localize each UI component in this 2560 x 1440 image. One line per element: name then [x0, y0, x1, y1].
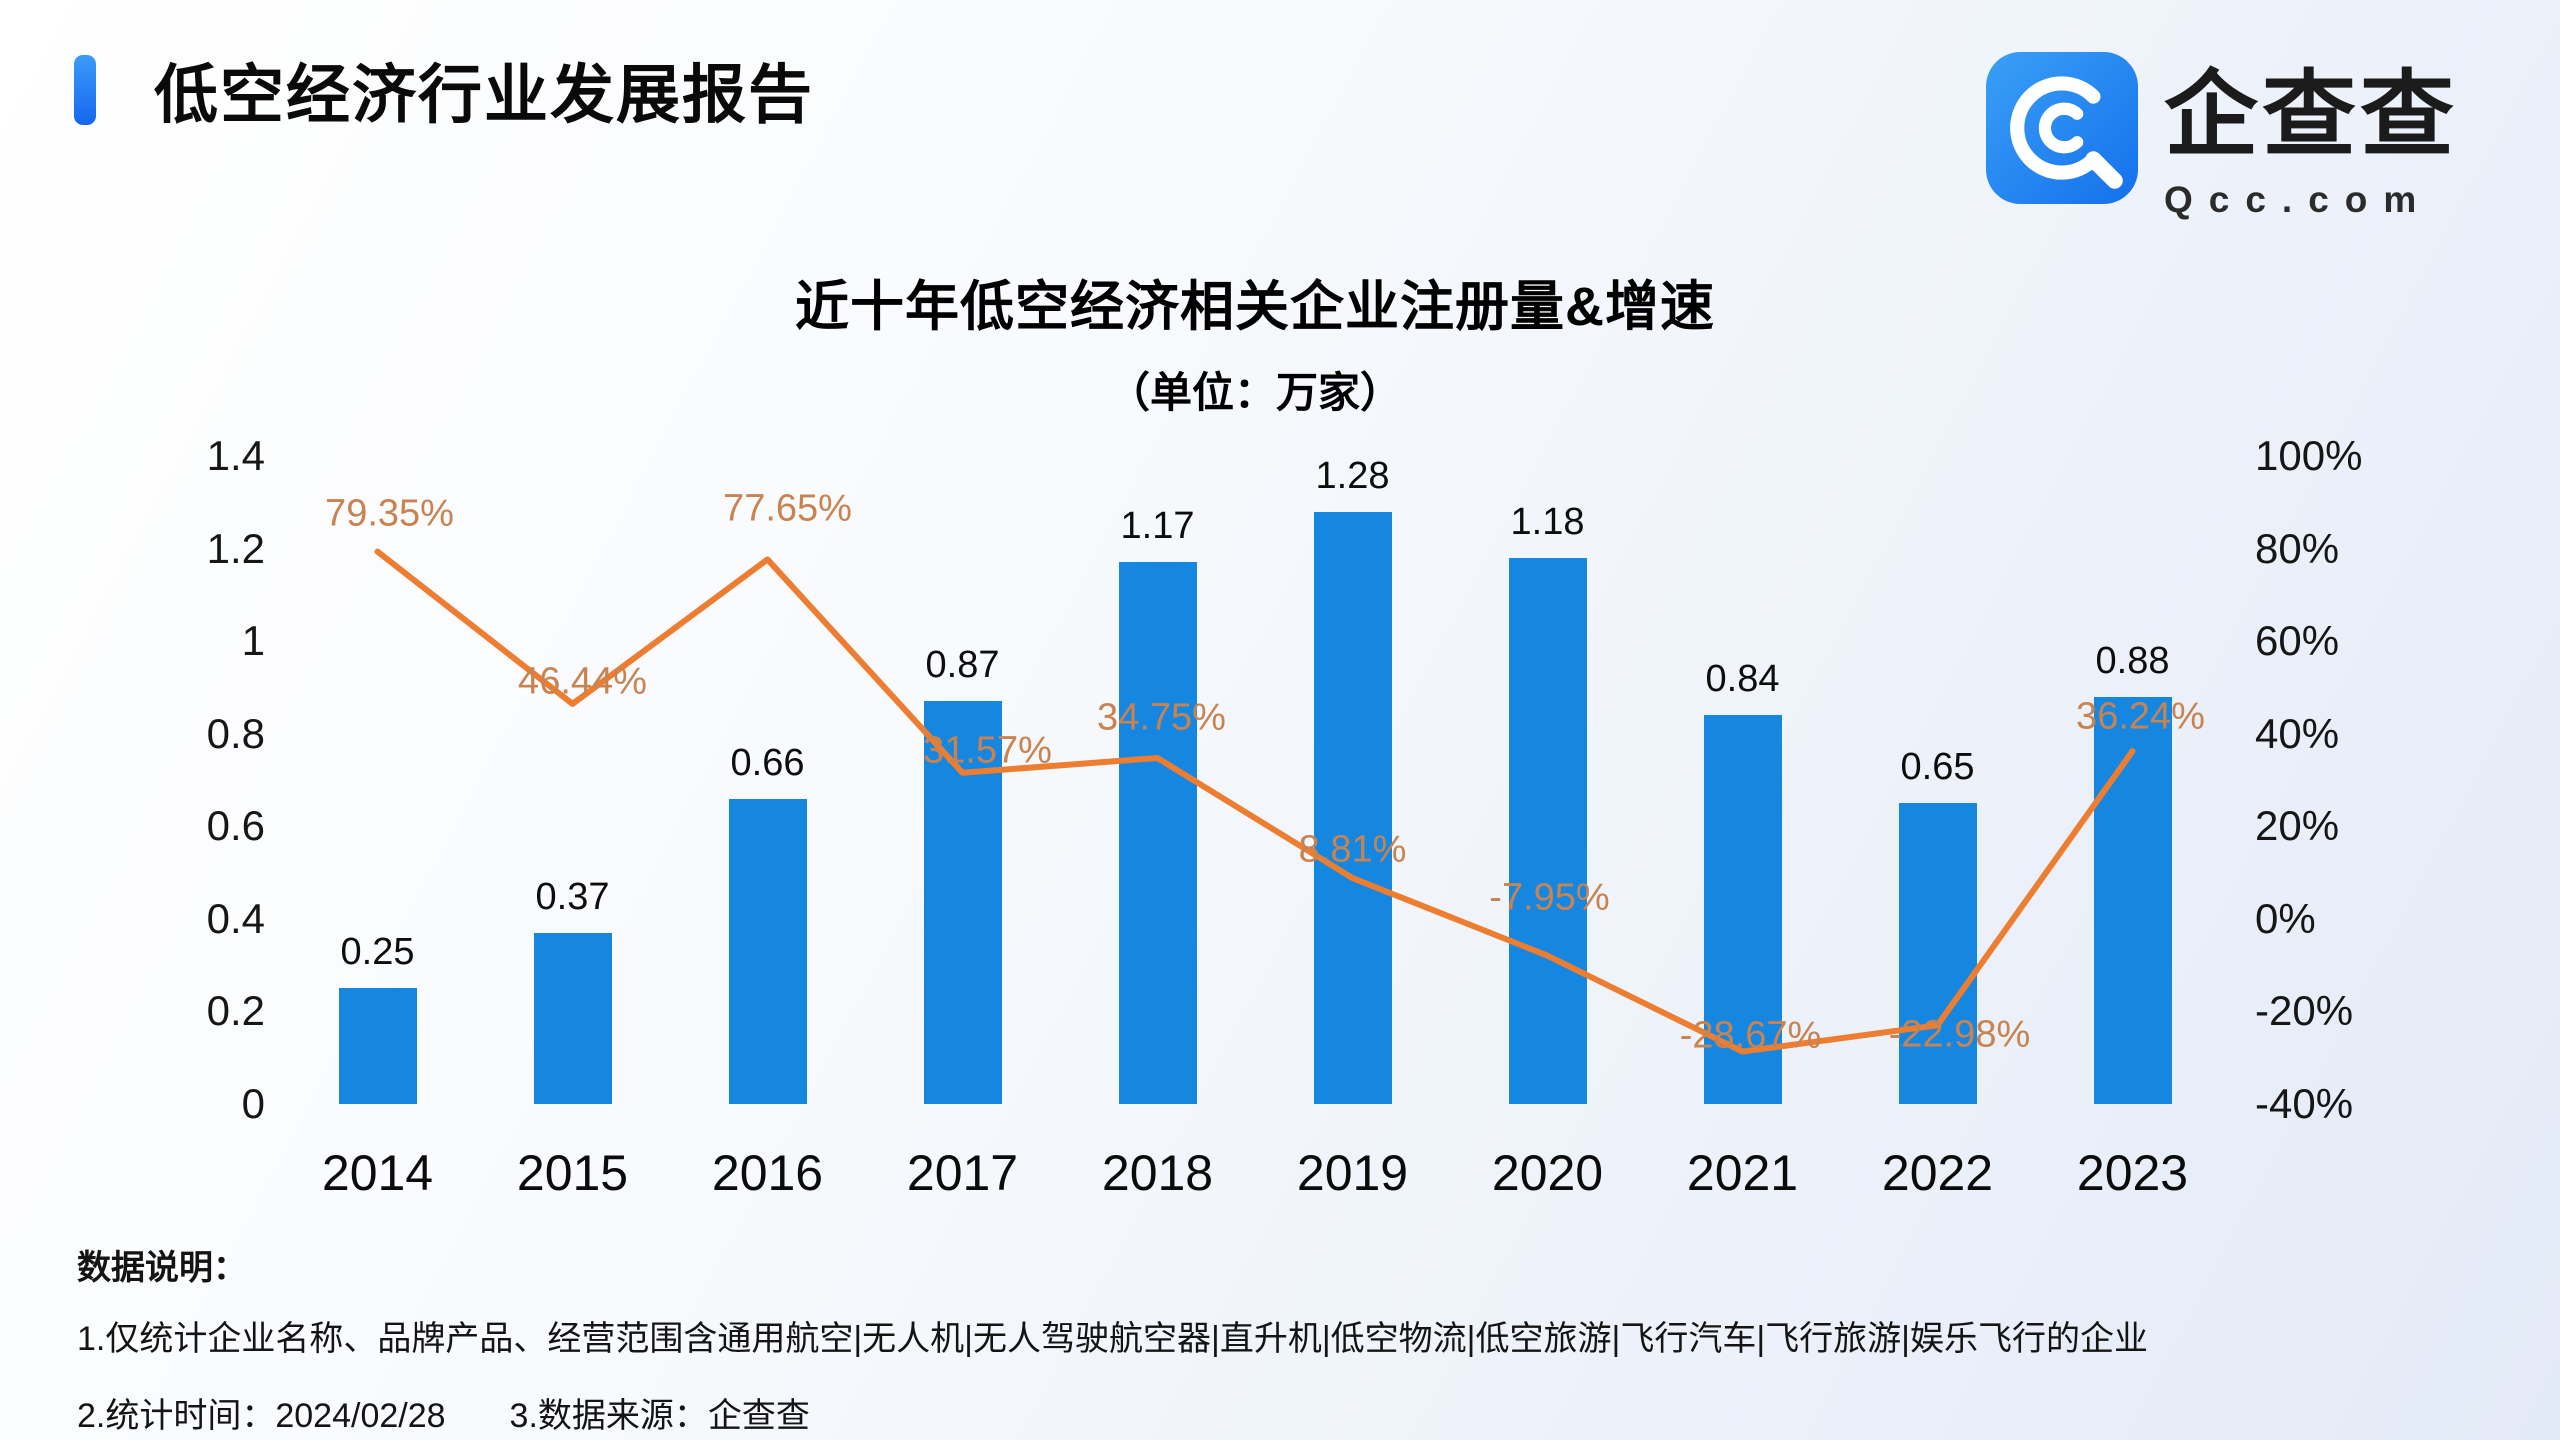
- bar-value-label: 0.37: [535, 875, 610, 918]
- x-axis-year-label: 2019: [1296, 1145, 1409, 1201]
- x-axis-year-label: 2015: [516, 1145, 629, 1201]
- y-axis-left-tick: 0.2: [206, 987, 265, 1035]
- bar-value-label: 1.18: [1510, 500, 1585, 543]
- y-axis-right-tick: 100%: [2255, 432, 2363, 479]
- line-value-label: -7.95%: [1489, 876, 1610, 919]
- y-axis-left-tick: 0.4: [206, 894, 265, 942]
- y-axis-left-tick: 1.4: [206, 432, 265, 479]
- bar-2016: [728, 798, 807, 1104]
- growth-rate-line: [374, 548, 2136, 1055]
- chart-plot-area: 0.25 2014 0.37 2015 0.66 2016 0.87 2017 1.17 2018…: [280, 454, 2230, 1201]
- page-title: 低空经济行业发展报告: [154, 59, 814, 131]
- y-axis-right-tick: 80%: [2255, 524, 2340, 572]
- bar-2022: [1898, 803, 1977, 1104]
- x-axis-year-label: 2018: [1101, 1145, 1214, 1201]
- y-axis-left-tick: 0.8: [206, 709, 265, 757]
- bar-2019: [1313, 511, 1392, 1104]
- header: 低空经济行业发展报告: [74, 44, 814, 136]
- y-axis-left-tick: 0.6: [206, 802, 265, 850]
- x-axis-year-label: 2021: [1686, 1145, 1799, 1201]
- line-value-label: 46.44%: [518, 660, 647, 703]
- footer-data-source: 3.数据来源：企查查: [509, 1397, 810, 1435]
- bar-2014: [338, 988, 417, 1104]
- y-axis-right-tick: 40%: [2255, 709, 2340, 757]
- bar-value-label: 0.87: [925, 644, 1000, 687]
- footer-heading: 数据说明：: [77, 1249, 247, 1287]
- bar-value-label: 0.88: [2095, 639, 2170, 682]
- line-value-label: -22.98%: [1888, 1013, 2031, 1056]
- y-axis-left: 1.4 1.2 1 0.8 0.6 0.4 0.2 0: [100, 432, 265, 1127]
- bar-2023: [2093, 696, 2172, 1104]
- bar-2015: [533, 932, 612, 1104]
- y-axis-left-tick: 1.2: [206, 524, 265, 572]
- footer-notes: 数据说明： 1.仅统计企业名称、品牌产品、经营范围含通用航空|无人机|无人驾驶航…: [77, 1240, 2497, 1437]
- qcc-logo: 企查查 Qcc.com: [1986, 52, 2458, 221]
- footer-stat-time: 2.统计时间：2024/02/28: [77, 1397, 446, 1435]
- line-value-label: 79.35%: [325, 492, 454, 535]
- chart-header: 近十年低空经济相关企业注册量&增速 （单位：万家）: [280, 262, 2230, 420]
- chart-unit-subtitle: （单位：万家）: [1107, 369, 1402, 416]
- y-axis-right-tick: -20%: [2255, 987, 2354, 1035]
- qcc-logo-icon: [1986, 52, 2138, 204]
- chart-title: 近十年低空经济相关企业注册量&增速: [795, 277, 1715, 337]
- bar-value-label: 1.28: [1315, 454, 1390, 497]
- y-axis-left-tick: 1: [241, 617, 265, 665]
- y-axis-right-tick: 0%: [2255, 894, 2316, 942]
- qcc-logo-text: 企查查 Qcc.com: [2164, 52, 2458, 221]
- title-accent-bar: [74, 55, 96, 125]
- line-value-label: 31.57%: [923, 729, 1052, 772]
- footer-note-meta: 2.统计时间：2024/02/28 3.数据来源：企查查: [77, 1388, 2497, 1437]
- qcc-domain: Qcc.com: [2164, 178, 2433, 220]
- x-axis-year-label: 2022: [1881, 1145, 1994, 1201]
- bar-value-label: 0.65: [1900, 746, 1975, 789]
- x-axis-year-label: 2020: [1491, 1145, 1604, 1201]
- qcc-brand-name: 企查查: [2164, 62, 2459, 167]
- y-axis-left-tick: 0: [241, 1080, 265, 1127]
- bar-2020: [1508, 557, 1587, 1104]
- bar-value-label: 1.17: [1120, 505, 1195, 548]
- y-axis-right-tick: -40%: [2255, 1080, 2354, 1127]
- y-axis-right-tick: 60%: [2255, 617, 2340, 665]
- x-axis-year-label: 2016: [711, 1145, 824, 1201]
- line-value-label: 77.65%: [723, 487, 852, 530]
- y-axis-right-tick: 20%: [2255, 802, 2340, 850]
- x-axis-year-label: 2017: [906, 1145, 1019, 1201]
- bar-value-label: 0.66: [730, 741, 805, 784]
- line-value-label: 8.81%: [1298, 828, 1407, 871]
- bar-2018: [1118, 562, 1197, 1104]
- line-value-label: 34.75%: [1097, 696, 1226, 739]
- y-axis-right: 100% 80% 60% 40% 20% 0% -20% -40%: [2255, 432, 2475, 1127]
- x-axis-year-label: 2014: [321, 1145, 434, 1201]
- bar-value-label: 0.84: [1705, 658, 1780, 701]
- footer-note-scope: 1.仅统计企业名称、品牌产品、经营范围含通用航空|无人机|无人驾驶航空器|直升机…: [77, 1320, 2149, 1358]
- bar-value-label: 0.25: [340, 931, 415, 974]
- x-axis-year-label: 2023: [2076, 1145, 2189, 1201]
- line-value-label: -28.67%: [1679, 1014, 1822, 1057]
- line-value-label: 36.24%: [2076, 695, 2205, 738]
